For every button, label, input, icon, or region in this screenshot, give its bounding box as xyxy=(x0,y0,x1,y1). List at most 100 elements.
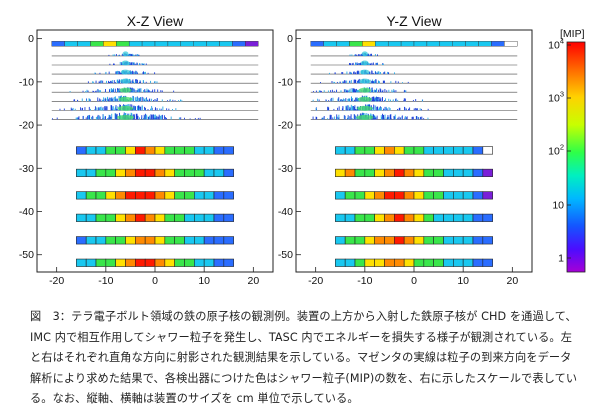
tasc-cell xyxy=(394,213,405,222)
tasc-cell xyxy=(95,236,107,245)
tasc-cell xyxy=(462,236,474,245)
panel-xz-axis-ticks: -20 -10 0 10 20 0 -10 -20 -30 -40 -50 xyxy=(19,33,260,287)
color-scale-bar xyxy=(566,41,586,273)
tasc-cell xyxy=(76,258,87,267)
tasc-cell xyxy=(203,168,215,177)
tasc-cell xyxy=(374,168,385,177)
tasc-cell xyxy=(423,236,434,245)
tasc-cell xyxy=(125,168,136,177)
tasc-cell xyxy=(184,258,195,267)
tasc-cell xyxy=(115,146,126,155)
x-tick-label: 20 xyxy=(506,275,518,287)
tasc-cell xyxy=(125,191,136,200)
tasc-cell xyxy=(85,191,97,200)
tasc-cell xyxy=(105,258,116,267)
panel-yz: Y-Z View -20 -10 0 10 20 0 -10 -20 -30 -40 -50 xyxy=(278,13,533,287)
tasc-cell xyxy=(344,258,356,267)
tasc-cell xyxy=(174,213,185,222)
tasc-cell xyxy=(472,168,484,177)
tasc-cell xyxy=(433,168,444,177)
tasc-cell xyxy=(154,258,166,267)
color-scale-unit: [MIP] xyxy=(560,28,585,40)
tasc-cell xyxy=(335,191,346,200)
figure-caption: 図 3：テラ電子ボルト領域の鉄の原子核の観測例。装置の上方から入射した鉄原子核が… xyxy=(30,310,578,405)
tasc-cell xyxy=(403,258,415,267)
tasc-cell xyxy=(144,146,156,155)
tasc-cell xyxy=(433,146,444,155)
tasc-cell xyxy=(213,191,225,200)
chd-cell xyxy=(64,41,78,47)
tasc-cell xyxy=(423,258,434,267)
shower-core xyxy=(120,69,131,75)
x-tick-label: -20 xyxy=(308,275,323,287)
cbar-tick-exponent: 2 xyxy=(560,143,564,152)
x-tick-label: -10 xyxy=(357,275,372,287)
x-tick-label: 0 xyxy=(152,275,158,287)
tasc-cell xyxy=(164,213,175,222)
tasc-cell xyxy=(335,213,346,222)
x-tick-label: -10 xyxy=(98,275,113,287)
cbar-tick-label: 1 xyxy=(558,253,564,265)
y-tick-label: -40 xyxy=(19,206,34,218)
y-tick-label: -30 xyxy=(19,163,34,175)
tasc-cell xyxy=(95,258,107,267)
tasc-cell xyxy=(164,168,175,177)
tasc-cell xyxy=(364,191,375,200)
cbar-tick-label: 10 xyxy=(552,200,564,212)
shower-core xyxy=(117,105,134,111)
tasc-cell xyxy=(344,213,356,222)
tasc-cell xyxy=(194,258,205,267)
tasc-cell xyxy=(453,213,464,222)
tasc-cell xyxy=(374,191,385,200)
chd-cell xyxy=(439,41,453,47)
shower-core xyxy=(121,60,130,66)
tasc-cell xyxy=(453,191,464,200)
tasc-cell xyxy=(384,146,395,155)
tasc-cell xyxy=(144,191,156,200)
tasc-cell xyxy=(472,236,484,245)
tasc-cell xyxy=(115,191,126,200)
tasc-cell xyxy=(364,146,375,155)
tasc-cell xyxy=(453,258,464,267)
tasc-cell xyxy=(194,236,205,245)
y-tick-label: 0 xyxy=(28,33,34,45)
tasc-cell xyxy=(95,191,107,200)
tasc-cell xyxy=(344,168,356,177)
tasc-cell xyxy=(174,191,185,200)
tasc-cell xyxy=(403,191,415,200)
tasc-cell xyxy=(76,213,87,222)
tasc-cell xyxy=(394,236,405,245)
chd-cell xyxy=(387,41,402,47)
tasc-cell xyxy=(194,146,205,155)
chd-cell xyxy=(103,41,117,47)
tasc-cell xyxy=(453,236,464,245)
tasc-cell xyxy=(354,146,366,155)
tasc-cell xyxy=(164,146,175,155)
tasc-cell xyxy=(433,213,444,222)
tasc-cell xyxy=(85,168,97,177)
chd-cell xyxy=(362,41,376,47)
chd-cell xyxy=(504,41,518,47)
shower-core xyxy=(119,87,132,93)
tasc-cell xyxy=(443,258,454,267)
x-tick-label: 10 xyxy=(457,275,469,287)
tasc-cell xyxy=(403,146,415,155)
tasc-cell xyxy=(135,191,146,200)
chd-cell xyxy=(400,41,415,47)
shower-core xyxy=(122,51,129,57)
tasc-cell xyxy=(403,236,415,245)
tasc-cell xyxy=(433,191,444,200)
shower-core xyxy=(356,114,374,120)
tasc-cell xyxy=(364,236,375,245)
chd-cell xyxy=(141,41,156,47)
tasc-cell xyxy=(394,191,405,200)
tasc-cell xyxy=(174,168,185,177)
tasc-cell xyxy=(203,258,215,267)
tasc-cell xyxy=(85,258,97,267)
tasc-cell xyxy=(472,191,484,200)
shower-core xyxy=(360,69,370,75)
chd-cell xyxy=(206,41,220,47)
tasc-cell xyxy=(154,146,166,155)
tasc-cell xyxy=(184,146,195,155)
y-tick-label: 0 xyxy=(287,33,293,45)
